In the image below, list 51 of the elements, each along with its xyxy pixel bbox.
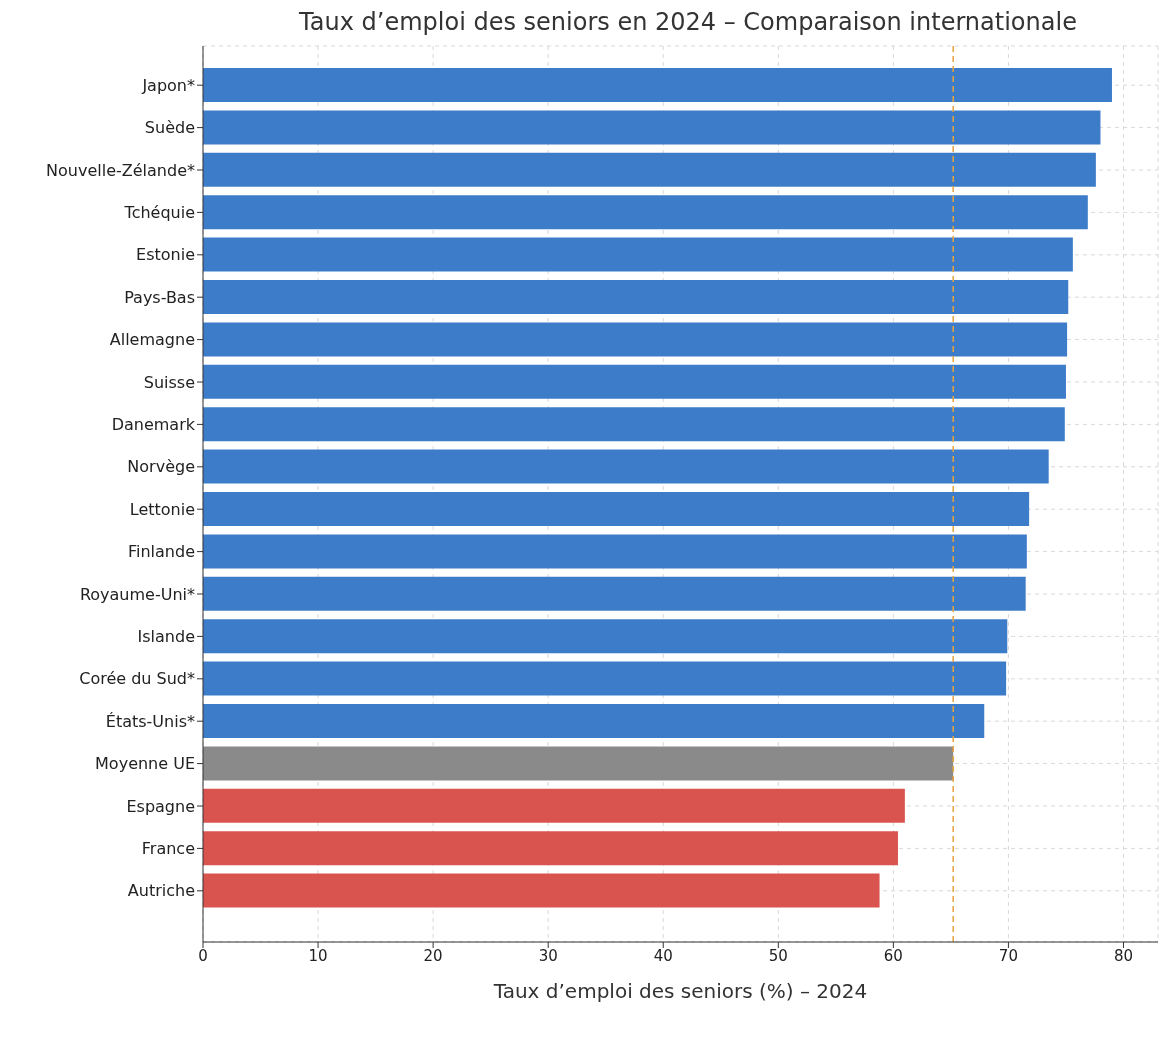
bar: [203, 322, 1068, 357]
bar: [203, 704, 985, 738]
y-tick-label: Danemark: [111, 415, 196, 435]
bar: [203, 110, 1101, 145]
y-tick-label: Islande: [137, 627, 195, 647]
chart-title: Taux d’emploi des seniors en 2024 – Comparaison internationale: [298, 8, 1078, 38]
x-tick-label: 0: [198, 946, 208, 965]
y-tick-label: Norvège: [127, 457, 195, 477]
y-tick-label: Pays-Bas: [124, 287, 195, 307]
y-tick-label: Tchéquie: [123, 203, 195, 223]
y-tick-label: Royaume-Uni*: [79, 584, 195, 604]
y-tick-label: Lettonie: [129, 499, 195, 519]
x-tick-label: 60: [883, 946, 903, 965]
y-tick-label: États-Unis*: [105, 711, 195, 731]
bar: [203, 152, 1096, 187]
y-tick-label: Espagne: [126, 796, 195, 816]
y-tick-label: Allemagne: [109, 330, 195, 350]
bar: [203, 788, 905, 823]
bar: [203, 407, 1065, 442]
x-tick-label: 10: [308, 946, 328, 965]
y-tick-label: Estonie: [136, 245, 195, 265]
bar: [203, 746, 954, 781]
bar: [203, 831, 898, 866]
x-axis-title: Taux d’emploi des seniors (%) – 2024: [492, 979, 868, 1004]
y-tick-label: Japon*: [141, 75, 195, 95]
bar: [203, 449, 1049, 484]
y-tick-label: Autriche: [127, 881, 195, 901]
y-tick-label: France: [141, 839, 195, 859]
bar: [203, 873, 880, 908]
x-tick-label: 80: [1113, 946, 1134, 965]
y-tick-label: Finlande: [127, 542, 195, 562]
x-tick-label: 20: [423, 946, 443, 965]
bar: [203, 364, 1066, 399]
bar: [203, 576, 1026, 611]
y-tick-label: Moyenne UE: [95, 754, 195, 774]
bar: [203, 619, 1008, 654]
x-tick-label: 50: [768, 946, 788, 965]
x-tick-label: 70: [998, 946, 1018, 965]
bar: [203, 237, 1073, 272]
bar: [203, 195, 1088, 230]
y-tick-label: Suède: [144, 118, 195, 138]
x-tick-label: 40: [653, 946, 673, 965]
y-tick-label: Suisse: [143, 372, 195, 392]
x-tick-label: 30: [538, 946, 558, 965]
bar: [203, 534, 1027, 569]
bar: [203, 492, 1030, 526]
bar: [203, 68, 1112, 102]
y-tick-label: Corée du Sud*: [79, 669, 195, 689]
bar: [203, 280, 1069, 314]
bar: [203, 661, 1007, 696]
y-tick-label: Nouvelle-Zélande*: [46, 160, 195, 180]
